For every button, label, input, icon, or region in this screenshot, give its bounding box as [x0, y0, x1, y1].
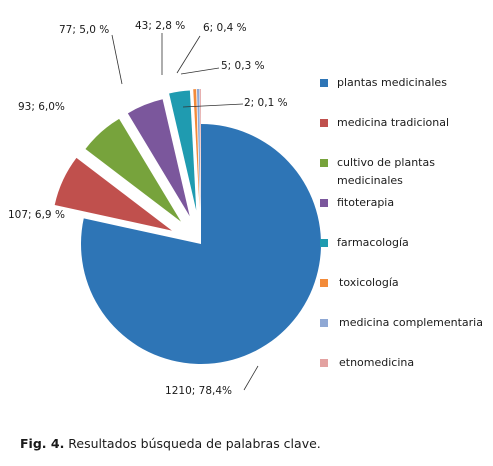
pie-slice-1: [81, 124, 321, 364]
pie-chart: 1210; 78,4% 107; 6,9 % 93; 6,0% 77; 5,0 % 43…: [8, 20, 321, 397]
data-label-1: 1210; 78,4%: [165, 385, 232, 397]
legend-label: medicina tradicional: [337, 116, 450, 129]
data-label-7: 5; 0,3 %: [221, 60, 265, 72]
legend-label: medicina complementaria: [339, 316, 483, 329]
leader-line-1: [243, 365, 259, 391]
legend-label: toxicología: [339, 276, 399, 289]
legend-swatch: [320, 359, 328, 367]
data-label-4: 77; 5,0 %: [59, 24, 109, 36]
legend-swatch: [320, 239, 328, 247]
legend-swatch: [320, 199, 328, 207]
data-label-2: 107; 6,9 %: [8, 209, 65, 221]
data-label-3: 93; 6,0%: [18, 101, 65, 113]
pie-slice-6: [193, 89, 200, 210]
legend-swatch: [320, 279, 328, 287]
data-label-8: 2; 0,1 %: [244, 97, 288, 109]
caption-label: Fig. 4.: [20, 436, 65, 451]
legend-swatch: [320, 79, 328, 87]
pie-slice-2: [54, 157, 172, 231]
legend-label: farmacología: [337, 236, 409, 249]
leader-line-7: [180, 67, 220, 75]
legend-label: fitoterapia: [337, 196, 395, 209]
legend-swatch: [320, 319, 328, 327]
pie-slice-7: [196, 89, 201, 210]
legend-swatch: [320, 119, 328, 127]
legend-label: etnomedicina: [339, 356, 415, 369]
data-label-5: 43; 2,8 %: [135, 20, 185, 32]
legend-label: cultivo de plantas medicinales: [337, 156, 435, 187]
pie-slice-5: [169, 90, 197, 211]
figure-caption: Fig. 4. Resultados búsqueda de palabras …: [20, 436, 321, 451]
pie-slice-8: [199, 89, 201, 210]
pie-slice-3: [85, 118, 181, 222]
leader-line-8: [182, 103, 244, 108]
data-label-6: 6; 0,4 %: [203, 22, 247, 34]
leader-line-6: [176, 35, 201, 74]
leader-line-4: [111, 34, 123, 85]
legend-swatch: [320, 159, 328, 167]
pie-slice-4: [127, 99, 190, 217]
legend-label: plantas medicinales: [337, 76, 447, 89]
caption-text: Resultados búsqueda de palabras clave.: [64, 436, 321, 451]
